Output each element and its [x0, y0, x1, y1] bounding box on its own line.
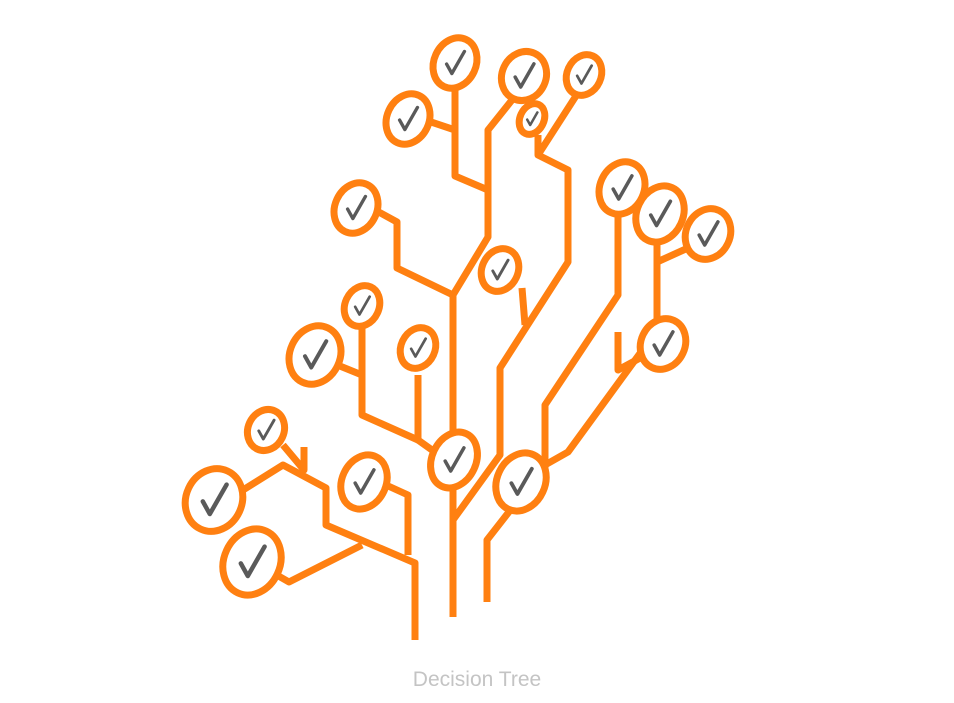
branch-line — [358, 320, 420, 444]
tree-node — [285, 322, 345, 388]
checkmark-icon — [409, 337, 428, 358]
tree-node — [497, 48, 551, 104]
checkmark-icon — [345, 194, 368, 221]
tree-node — [181, 465, 247, 535]
checkmark-icon — [353, 295, 372, 316]
tree-node — [382, 90, 434, 148]
tree-node — [515, 100, 549, 138]
checkmark-icon — [525, 111, 539, 127]
branch-line — [518, 287, 529, 326]
checkmark-icon — [443, 446, 466, 473]
branch-line — [280, 442, 308, 474]
tree-node — [429, 34, 481, 92]
checkmark-icon — [200, 482, 229, 517]
branch-line — [655, 244, 690, 266]
tree-node — [632, 182, 688, 246]
checkmark-icon — [697, 220, 720, 247]
tree-node — [330, 179, 382, 237]
tree-node — [477, 245, 523, 295]
checkmark-icon — [444, 49, 467, 76]
checkmark-icon — [238, 544, 267, 579]
branch-line — [384, 481, 412, 555]
checkmark-icon — [513, 62, 536, 89]
branch-line — [614, 332, 642, 374]
checkmark-icon — [303, 339, 329, 370]
tree-node — [562, 51, 606, 99]
tree-node — [427, 428, 481, 492]
checkmark-icon — [397, 105, 420, 132]
tree-node — [396, 324, 440, 372]
checkmark-icon — [648, 199, 673, 228]
checkmark-icon — [491, 258, 510, 281]
branch-line — [543, 240, 661, 469]
tree-node — [337, 451, 391, 513]
branch-line — [483, 505, 515, 602]
tree-node — [340, 282, 384, 330]
checkmark-icon — [353, 468, 376, 495]
diagram-caption: Decision Tree — [412, 668, 542, 691]
checkmark-icon — [652, 330, 675, 357]
branch-line — [449, 97, 515, 617]
tree-node — [219, 525, 285, 599]
branch-line — [373, 206, 455, 299]
branch-line — [423, 116, 490, 194]
tree-node — [492, 449, 550, 515]
tree-node — [636, 315, 690, 373]
checkmark-icon — [575, 64, 594, 85]
branch-line — [541, 210, 622, 480]
checkmark-icon — [509, 466, 534, 496]
checkmark-icon — [257, 418, 276, 441]
branch-line — [241, 461, 419, 640]
checkmark-icon — [611, 174, 634, 201]
